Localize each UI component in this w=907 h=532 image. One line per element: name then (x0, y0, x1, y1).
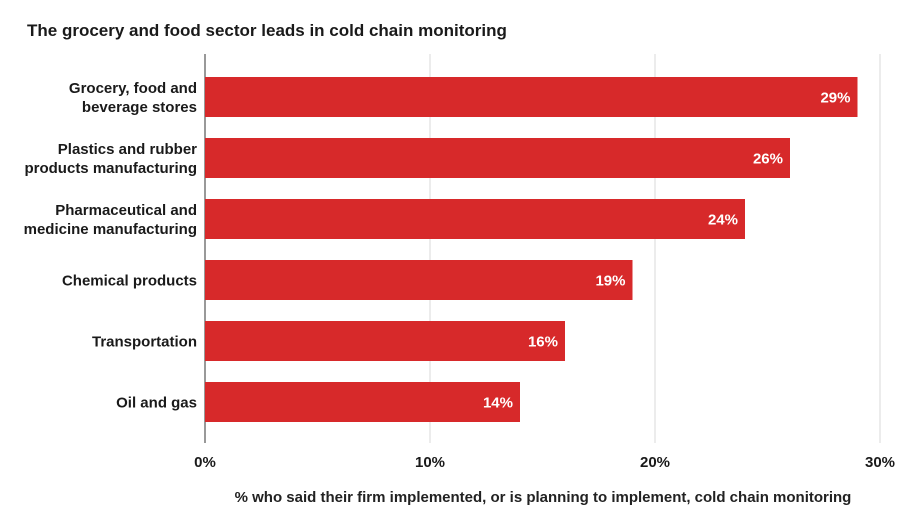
bar (205, 321, 565, 361)
bar (205, 382, 520, 422)
category-label-line: Chemical products (62, 273, 197, 290)
bar-value-label: 16% (528, 334, 558, 351)
category-labels: Grocery, food and beverage stores Plastics… (24, 80, 198, 412)
bar-value-label: 19% (595, 273, 625, 290)
category-label: Chemical products (62, 273, 197, 290)
category-label-line: beverage stores (82, 99, 197, 116)
category-label-line: Grocery, food and (69, 80, 197, 97)
x-tick-label: 20% (640, 454, 670, 471)
category-label-line: medicine manufacturing (24, 221, 197, 238)
bar-value-label: 14% (483, 395, 513, 412)
x-tick-label: 30% (865, 454, 895, 471)
category-label-line: products manufacturing (24, 160, 197, 177)
category-label: Grocery, food and beverage stores (69, 80, 197, 116)
category-label-line: Plastics and rubber (58, 141, 197, 158)
x-tick-label: 0% (194, 454, 216, 471)
category-label: Transportation (92, 334, 197, 351)
bar (205, 138, 790, 178)
category-label-line: Oil and gas (116, 395, 197, 412)
category-label: Pharmaceutical and medicine manufacturing (24, 202, 197, 238)
bar-value-label: 26% (753, 151, 783, 168)
bar-value-label: 24% (708, 212, 738, 229)
grid-lines (204, 54, 881, 443)
bar (205, 77, 858, 117)
category-label: Oil and gas (116, 395, 197, 412)
bars: 29% 26% 24% 19% 16% 14% (205, 77, 858, 422)
chart-title: The grocery and food sector leads in col… (27, 21, 507, 40)
category-label-line: Pharmaceutical and (55, 202, 197, 219)
bar (205, 199, 745, 239)
x-axis-label: % who said their firm implemented, or is… (234, 489, 852, 506)
category-label-line: Transportation (92, 334, 197, 351)
x-tick-label: 10% (415, 454, 445, 471)
x-tick-labels: 0% 10% 20% 30% (194, 454, 895, 471)
category-label: Plastics and rubber products manufacturin… (24, 141, 197, 177)
bar (205, 260, 633, 300)
bar-value-label: 29% (820, 90, 850, 107)
